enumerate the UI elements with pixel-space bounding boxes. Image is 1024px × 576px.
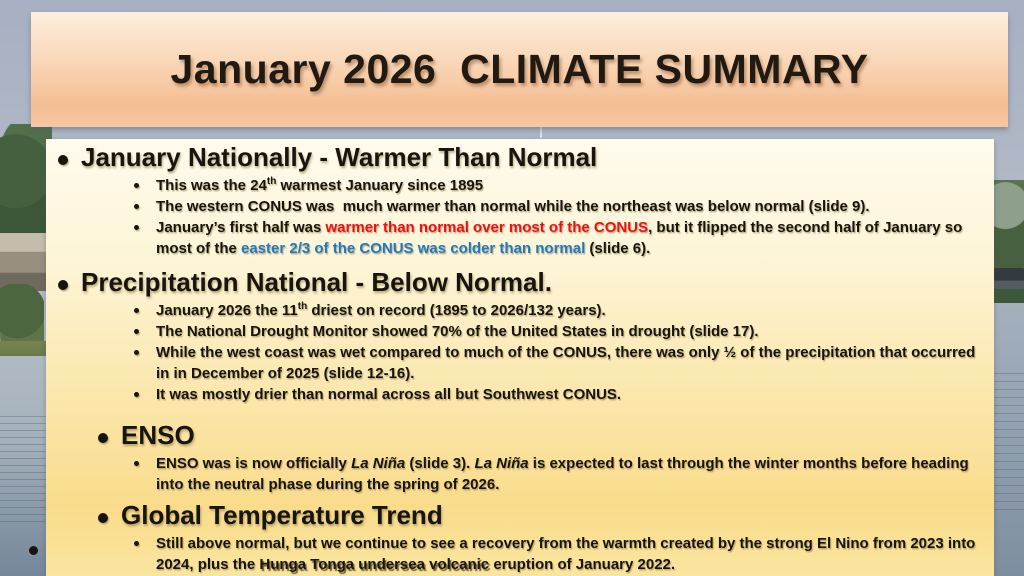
list-item: While the west coast was wet compared to… (134, 342, 986, 384)
section-heading-row: ENSO (98, 419, 986, 451)
italic-term: La Niña (474, 454, 529, 472)
text-segment: driest on record (1895 to 2026/132 years… (307, 301, 606, 319)
background-water-right (993, 303, 1024, 576)
text-segment: (slide 6). (585, 239, 651, 257)
bullet-icon (134, 349, 139, 355)
section-heading-row: January Nationally - Warmer Than Normal (58, 142, 986, 173)
list-item: It was mostly drier than normal across a… (134, 384, 986, 405)
section-heading: ENSO (121, 419, 195, 450)
bullet-text: ENSO was is now officially La Niña (slid… (156, 453, 986, 495)
bullet-text: This was the 24th warmest January since … (156, 175, 483, 196)
bullet-icon (134, 224, 139, 230)
slide-title: January 2026 CLIMATE SUMMARY (170, 46, 869, 92)
text-segment: , but it flipped the second half of Janu… (156, 218, 967, 257)
list-item: January 2026 the 11th driest on record (… (134, 300, 986, 321)
background-trees-left (0, 124, 52, 242)
bullet-icon (98, 432, 108, 443)
bullet-icon (58, 155, 68, 165)
highlight-red: warmer than normal over most of the CONU… (325, 218, 649, 236)
text-segment: Still above normal, but we continue to s… (156, 534, 980, 573)
emphasized-term: Hunga Tonga undersea volcanic (259, 555, 490, 573)
highlight-blue: easter 2/3 of the CONUS was colder than … (241, 239, 586, 257)
text-segment: This was the 24 (156, 176, 267, 194)
bullet-icon (58, 279, 68, 290)
list-item: ENSO was is now officially La Niña (slid… (134, 453, 986, 495)
section-enso: ENSO ENSO was is now officially La Niña … (46, 419, 986, 495)
ordinal-superscript: th (266, 175, 277, 187)
list-item: January’s first half was warmer than nor… (134, 217, 986, 259)
stray-bullet-dot (29, 546, 38, 555)
text-segment: ENSO was is now officially (156, 454, 352, 472)
bullet-text: Still above normal, but we continue to s… (156, 533, 986, 575)
background-pole (540, 117, 542, 138)
list-item: The western CONUS was much warmer than n… (134, 196, 986, 217)
italic-term: La Niña (351, 454, 406, 472)
bullet-icon (134, 540, 139, 546)
section-heading: January Nationally - Warmer Than Normal (81, 142, 598, 172)
background-boat (994, 268, 1024, 289)
list-item: This was the 24th warmest January since … (134, 175, 986, 196)
bullet-text: January’s first half was warmer than nor… (156, 217, 986, 259)
section-heading: Precipitation National - Below Normal. (81, 266, 552, 297)
text-segment: eruption of January 2022. (489, 555, 676, 573)
bullet-text: The western CONUS was much warmer than n… (156, 197, 870, 215)
section-global-temperature: Global Temperature Trend Still above nor… (46, 499, 986, 575)
text-segment: January 2026 the 11 (156, 301, 298, 319)
title-banner: January 2026 CLIMATE SUMMARY (31, 12, 1008, 127)
bullet-icon (134, 203, 139, 209)
bullet-text: It was mostly drier than normal across a… (156, 385, 622, 403)
bullet-icon (134, 182, 139, 188)
background-bush (0, 284, 44, 350)
section-heading-row: Precipitation National - Below Normal. (58, 266, 986, 298)
bullet-icon (134, 391, 139, 397)
text-segment: warmest January since 1895 (276, 176, 484, 194)
text-segment: (slide 3). (405, 454, 475, 472)
background-pavilion (0, 233, 48, 291)
background-water-left (0, 356, 48, 576)
ordinal-superscript: th (297, 300, 308, 312)
text-segment: is expected to last through the winter m… (156, 454, 973, 493)
bullet-icon (98, 512, 108, 523)
section-heading: Global Temperature Trend (121, 499, 443, 530)
bullet-text: January 2026 the 11th driest on record (… (156, 300, 606, 321)
bullet-text: The National Drought Monitor showed 70% … (156, 322, 759, 340)
list-item: The National Drought Monitor showed 70% … (134, 321, 986, 342)
section-precipitation: Precipitation National - Below Normal. J… (46, 266, 986, 405)
text-segment: January’s first half was (156, 218, 326, 236)
bullet-icon (134, 307, 139, 313)
bullet-icon (134, 328, 139, 334)
content-box: January Nationally - Warmer Than Normal … (46, 139, 994, 576)
list-item: Still above normal, but we continue to s… (134, 533, 986, 575)
bullet-text: While the west coast was wet compared to… (156, 343, 980, 382)
background-grass (0, 341, 48, 358)
section-january-nationally: January Nationally - Warmer Than Normal … (46, 142, 986, 259)
section-heading-row: Global Temperature Trend (98, 499, 986, 531)
bullet-icon (134, 460, 139, 466)
